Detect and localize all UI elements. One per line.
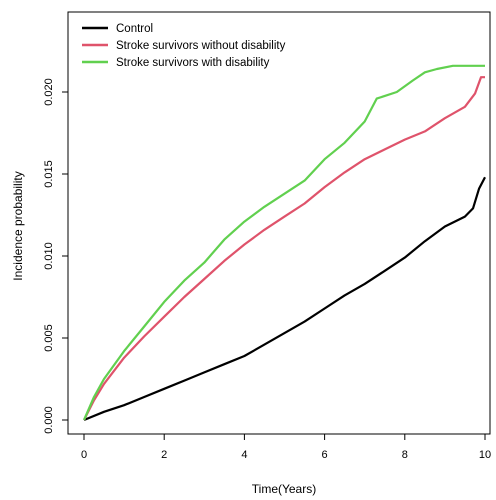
legend-label: Stroke survivors without disability: [116, 40, 286, 52]
x-axis-label: Time(Years): [252, 482, 316, 496]
y-tick-label: 0.010: [43, 242, 55, 270]
series-line-2: [82, 64, 485, 421]
series-line-0: [83, 176, 486, 422]
x-tick-label: 2: [161, 449, 167, 461]
y-tick-label: 0.015: [43, 160, 55, 188]
legend-label: Stroke survivors with disability: [116, 57, 270, 69]
y-tick-label: 0.000: [43, 406, 55, 434]
y-tick-label: 0.020: [43, 78, 55, 106]
legend-label: Control: [116, 23, 153, 35]
y-axis-label: Incidence probability: [11, 171, 25, 280]
x-tick-label: 6: [322, 449, 328, 461]
plot-frame: [67, 11, 491, 435]
axes: 0 2 4 6 8 10 0.000 0.005 0.010 0.015 0.020: [43, 11, 491, 461]
y-tick-label: 0.005: [43, 324, 55, 352]
legend: Control Stroke survivors without disabili…: [82, 23, 286, 69]
x-tick-label: 0: [81, 449, 87, 461]
x-tick-label: 4: [241, 449, 247, 461]
series-lines: [82, 64, 486, 422]
series-line-1: [83, 76, 485, 421]
x-tick-label: 8: [402, 449, 408, 461]
x-tick-label: 10: [479, 449, 491, 461]
